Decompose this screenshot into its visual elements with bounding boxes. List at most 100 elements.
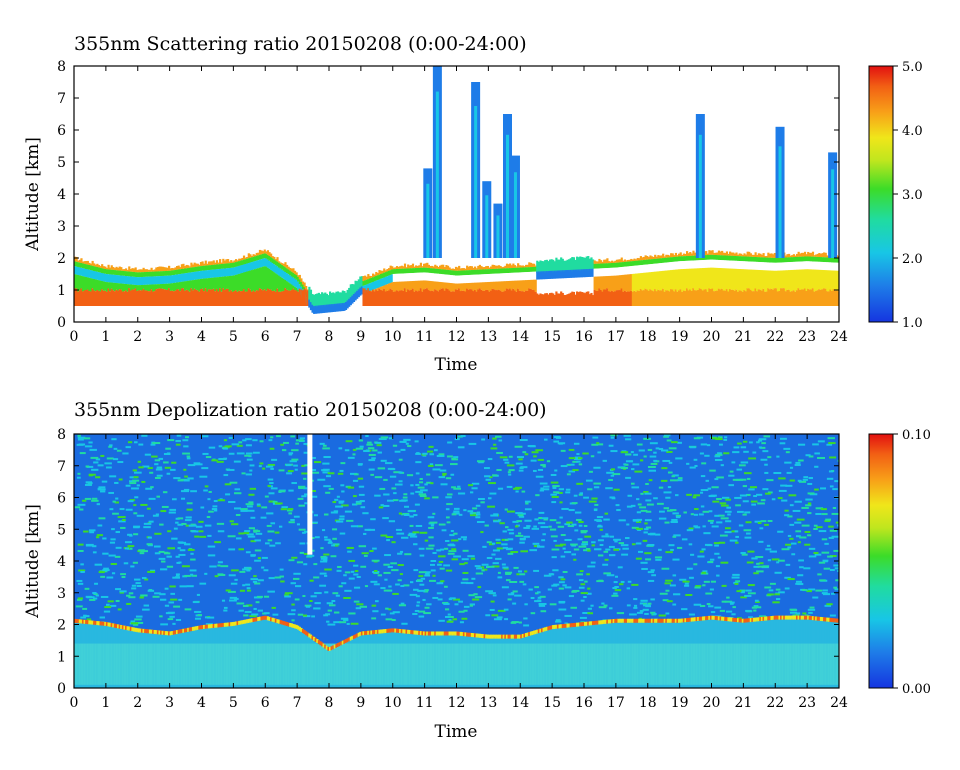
scattering-cell — [177, 269, 180, 275]
scattering-cell — [741, 291, 744, 306]
scattering-cell — [273, 272, 276, 291]
depol-cell — [123, 562, 129, 565]
scattering-cell — [333, 303, 336, 312]
scattering-cell — [652, 291, 655, 306]
scattering-cell — [561, 258, 564, 272]
scattering-cell — [402, 266, 405, 269]
scattering-cell — [501, 267, 504, 269]
depol-cell — [115, 624, 118, 629]
scattering-cell — [571, 269, 574, 278]
scattering-cell — [97, 290, 101, 306]
scattering-cell — [837, 270, 839, 292]
depol-cell — [254, 559, 261, 562]
scattering-cell — [438, 281, 442, 290]
depol-cell — [488, 592, 496, 595]
depol-cell — [734, 582, 739, 585]
depol-cell — [129, 626, 132, 631]
depol-cell — [273, 618, 276, 623]
scattering-cell — [639, 260, 642, 266]
depol-cell — [621, 553, 629, 556]
depol-cell — [587, 612, 594, 615]
scattering-cell — [309, 289, 313, 304]
scattering-cell — [823, 262, 826, 271]
scattering-cell — [117, 267, 120, 271]
depol-cell — [797, 541, 801, 544]
scattering-cell — [587, 269, 590, 277]
depol-cell — [221, 599, 226, 602]
scattering-cell — [180, 281, 183, 289]
scattering-cell — [236, 291, 239, 306]
depol-cell — [650, 598, 655, 601]
depol-cell — [801, 524, 810, 527]
scattering-cell — [225, 276, 228, 289]
scattering-cell — [212, 264, 215, 270]
depol-cell — [134, 627, 137, 632]
depol-cell — [370, 580, 378, 583]
depol-cell — [511, 621, 519, 624]
depol-cell — [721, 600, 727, 603]
depol-cell — [299, 437, 305, 440]
depol-cell — [767, 559, 772, 562]
depol-cell — [183, 643, 187, 685]
depol-cell — [568, 595, 574, 598]
scattering-cell — [784, 291, 788, 306]
depol-cell — [137, 460, 142, 463]
scattering-cell — [513, 267, 517, 273]
depol-cell — [759, 562, 764, 565]
depol-cell — [711, 525, 719, 528]
scattering-cell — [713, 259, 716, 268]
depol-cell — [77, 582, 84, 585]
depol-cell — [732, 606, 736, 609]
scattering-cell — [156, 267, 160, 272]
depol-cell — [445, 508, 450, 511]
scattering-cell — [434, 289, 437, 306]
depol-cell — [265, 615, 268, 620]
depol-cell — [533, 525, 537, 528]
scattering-cell — [504, 281, 507, 291]
scattering-cell — [494, 290, 497, 306]
depol-cell — [166, 631, 169, 636]
depol-cell — [385, 462, 393, 465]
depol-cell — [159, 593, 166, 596]
scattering-cell — [209, 277, 212, 290]
scattering-cell — [255, 268, 258, 291]
depol-cell — [291, 482, 297, 485]
depol-cell — [266, 643, 270, 685]
depol-cell — [254, 643, 257, 685]
scattering-cell — [113, 291, 117, 306]
depol-cell — [132, 469, 137, 472]
scattering-cell — [606, 276, 609, 289]
depol-cell — [453, 487, 462, 490]
scattering-cell — [376, 275, 380, 281]
depol-cell — [93, 620, 96, 625]
scattering-cell — [832, 289, 835, 306]
scattering-cell — [729, 251, 732, 256]
depol-cell — [114, 481, 119, 484]
scattering-cell — [172, 283, 176, 292]
depol-cell — [231, 569, 239, 572]
scattering-cell — [435, 268, 438, 274]
depol-cell — [175, 576, 180, 579]
scattering-cell — [591, 295, 595, 306]
scattering-cell — [367, 279, 370, 284]
depol-cell — [618, 519, 626, 522]
depol-cell — [242, 643, 246, 685]
scattering-cell — [719, 251, 722, 256]
depol-cell — [177, 629, 180, 634]
scattering-cell — [244, 259, 247, 264]
scattering-cell — [523, 267, 526, 273]
depol-cell — [380, 504, 384, 507]
scattering-cell — [126, 269, 129, 272]
depol-cell — [462, 571, 469, 574]
depol-cell — [199, 643, 203, 685]
depol-cell — [597, 539, 604, 542]
depol-cell — [165, 447, 171, 450]
scattering-cell — [686, 268, 689, 289]
depol-cell — [714, 478, 719, 481]
scattering-cell — [507, 281, 510, 290]
scattering-cell — [233, 275, 236, 292]
depol-cell — [551, 584, 558, 587]
depol-cell — [657, 548, 662, 551]
scattering-cell — [80, 258, 83, 263]
depol-cell — [293, 515, 300, 518]
